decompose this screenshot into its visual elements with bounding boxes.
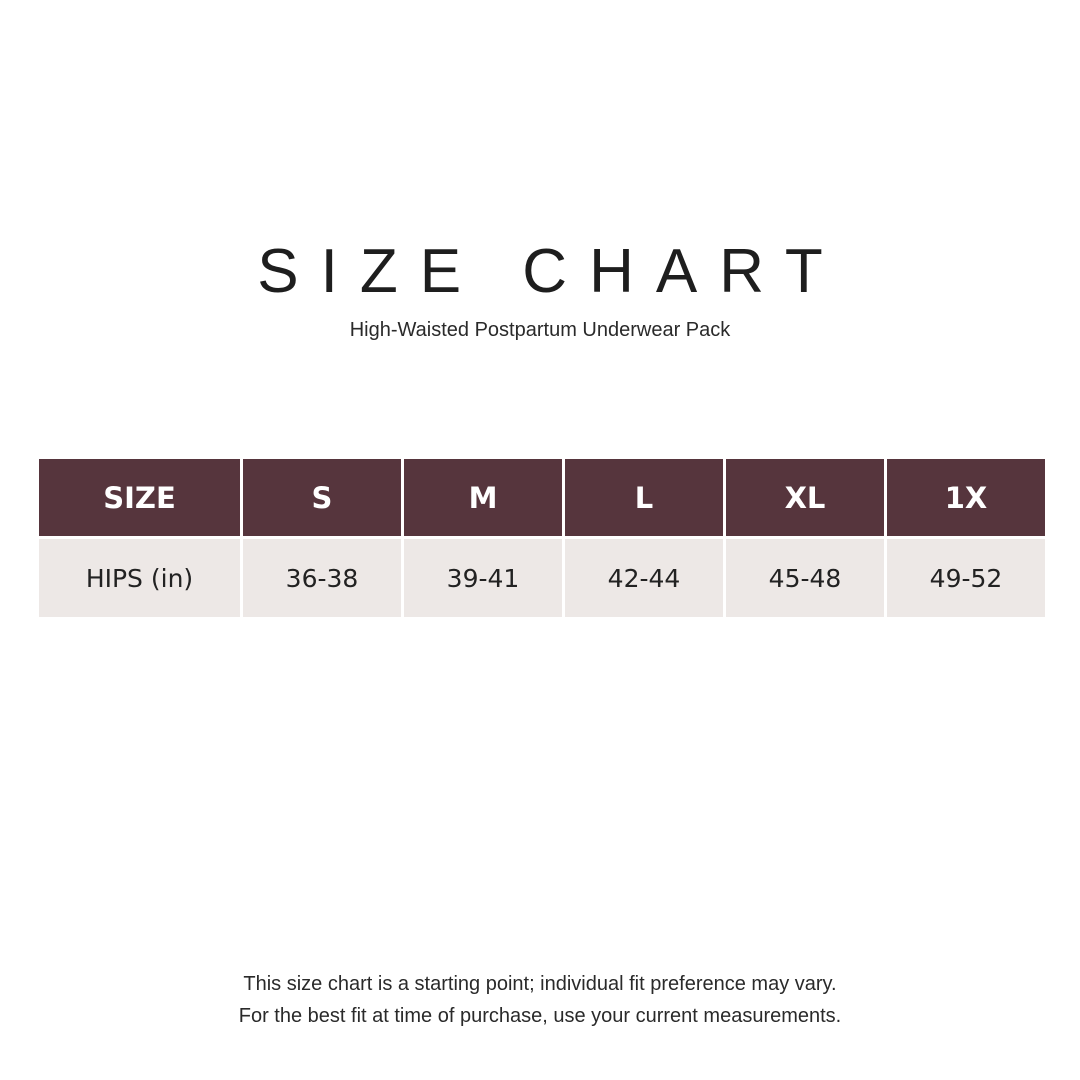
header-cell-m: M <box>404 459 562 536</box>
footer-line-1: This size chart is a starting point; ind… <box>243 973 837 995</box>
table-header-row: SIZE S M L XL 1X <box>39 459 1045 536</box>
cell-l: 42-44 <box>565 539 723 617</box>
page-title: SIZE CHART <box>257 237 845 306</box>
row-label-hips: HIPS (in) <box>39 539 240 617</box>
cell-1x: 49-52 <box>887 539 1045 617</box>
header-cell-s: S <box>243 459 401 536</box>
product-subtitle: High-Waisted Postpartum Underwear Pack <box>349 319 731 341</box>
footer-note: This size chart is a starting point; ind… <box>0 968 1080 1032</box>
footer-line-2: For the best fit at time of purchase, us… <box>238 1005 842 1027</box>
cell-s: 36-38 <box>243 539 401 617</box>
header-cell-1x: 1X <box>887 459 1045 536</box>
cell-xl: 45-48 <box>726 539 884 617</box>
header-cell-l: L <box>565 459 723 536</box>
header-cell-xl: XL <box>726 459 884 536</box>
cell-m: 39-41 <box>404 539 562 617</box>
table-row: HIPS (in) 36-38 39-41 42-44 45-48 49-52 <box>39 539 1045 617</box>
header-cell-size: SIZE <box>39 459 240 536</box>
size-table: SIZE S M L XL 1X HIPS (in) 36-38 39-41 4… <box>36 456 1048 620</box>
